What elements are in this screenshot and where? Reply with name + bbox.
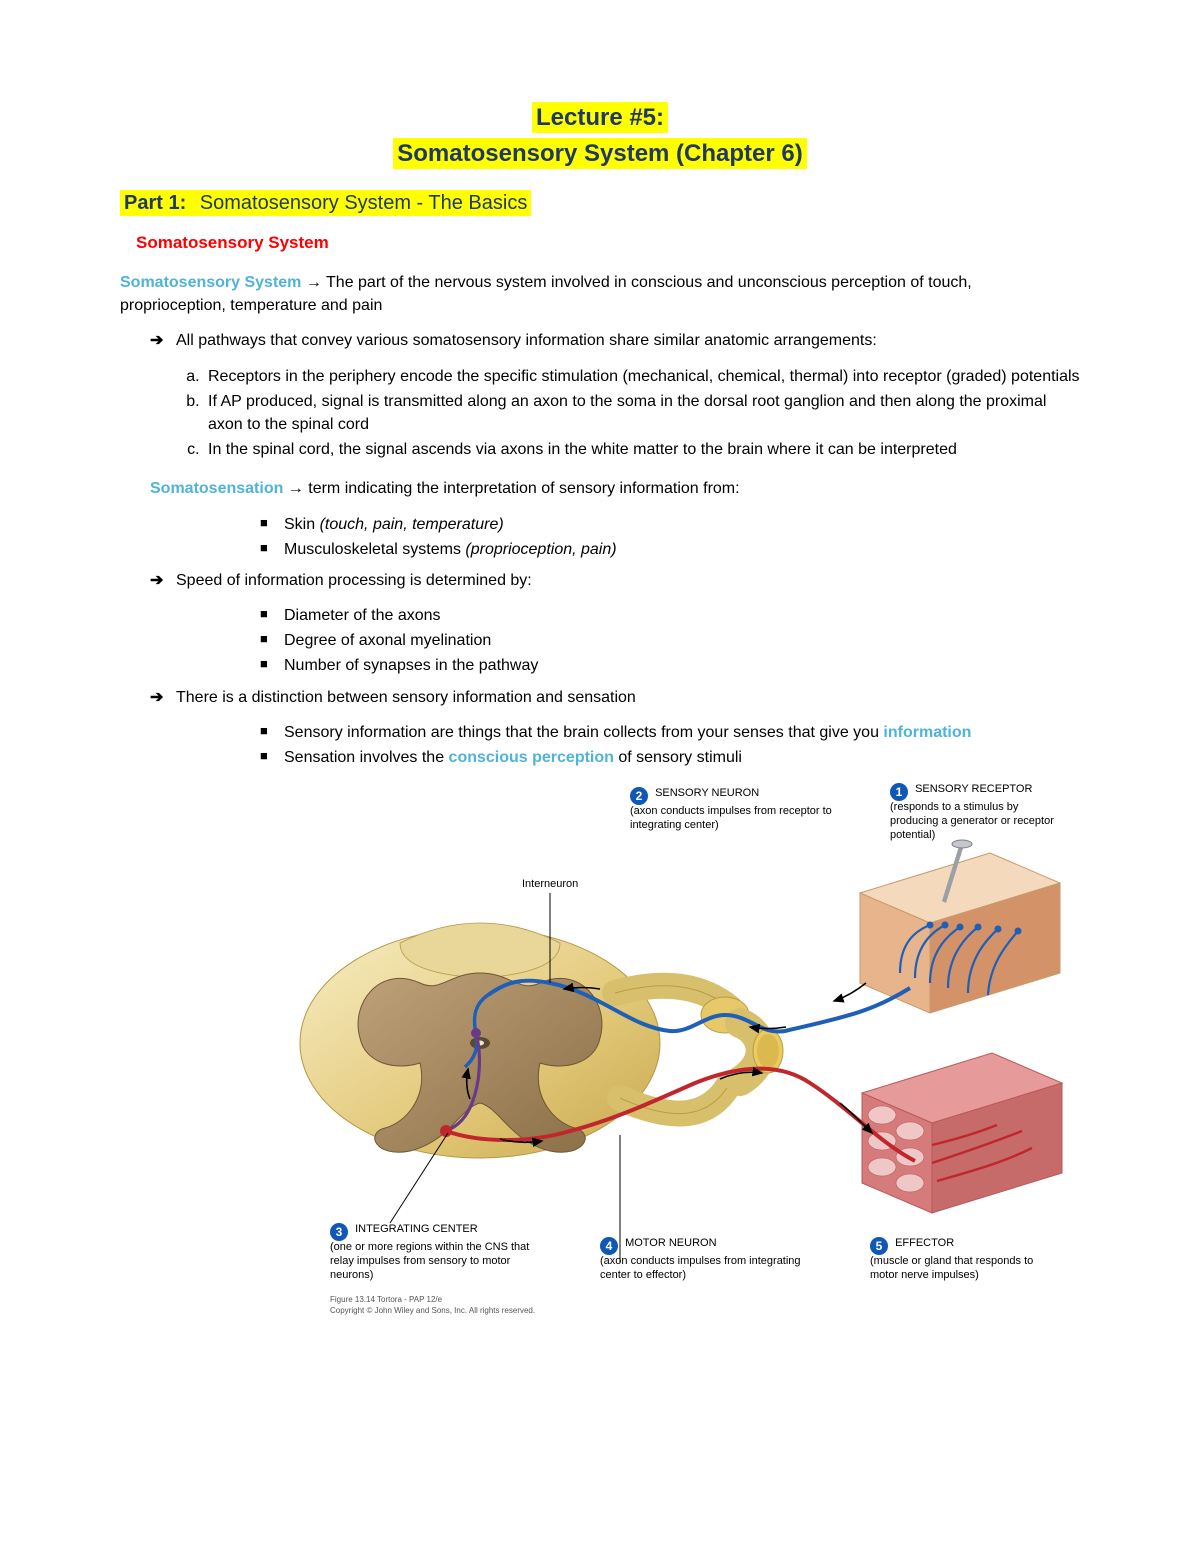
sq2-a: Diameter of the axons — [260, 604, 1080, 627]
sq3-a: Sensory information are things that the … — [260, 721, 1080, 744]
sq1-a-pre: Skin — [284, 516, 320, 533]
spinal-cord — [300, 923, 783, 1158]
lecture-title-line1: Lecture #5: — [532, 102, 668, 133]
figure-caption: Figure 13.14 Tortora - PAP 12/e Copyrigh… — [330, 1295, 535, 1316]
label-2-desc: (axon conducts impulses from receptor to… — [630, 805, 832, 831]
arrow-list-1: All pathways that convey various somatos… — [120, 329, 1080, 352]
definition-1: Somatosensory System → The part of the n… — [120, 271, 1080, 317]
skin-block — [860, 840, 1060, 1013]
label-4-title: MOTOR NEURON — [625, 1237, 716, 1249]
square-list-3: Sensory information are things that the … — [120, 721, 1080, 769]
sq3-a-em: information — [883, 724, 971, 741]
definition-2: Somatosensation → term indicating the in… — [150, 477, 1080, 500]
alpha-b: If AP produced, signal is transmitted al… — [204, 390, 1080, 436]
num-2: 2 — [630, 787, 648, 805]
muscle-block — [862, 1053, 1062, 1213]
label-interneuron: Interneuron — [522, 878, 578, 890]
num-1: 1 — [890, 783, 908, 801]
sq1-b: Musculoskeletal systems (proprioception,… — [260, 538, 1080, 561]
lecture-title-line2: Somatosensory System (Chapter 6) — [393, 138, 806, 169]
sq2-c: Number of synapses in the pathway — [260, 654, 1080, 677]
sq1-b-pre: Musculoskeletal systems — [284, 541, 465, 558]
sq3-a-pre: Sensory information are things that the … — [284, 724, 883, 741]
label-5-desc: (muscle or gland that responds to motor … — [870, 1255, 1033, 1281]
num-5: 5 — [870, 1237, 888, 1255]
sq2-b: Degree of axonal myelination — [260, 629, 1080, 652]
label-5: 5 EFFECTOR (muscle or gland that respond… — [870, 1237, 1050, 1283]
sq1-b-it: (proprioception, pain) — [465, 541, 616, 558]
label-1: 1 SENSORY RECEPTOR (responds to a stimul… — [890, 783, 1060, 842]
arrow-glyph: → — [301, 274, 326, 291]
sq3-b-pre: Sensation involves the — [284, 749, 449, 766]
label-2: 2 SENSORY NEURON (axon conducts impulses… — [630, 787, 860, 833]
title-block: Lecture #5: Somatosensory System (Chapte… — [120, 100, 1080, 172]
square-list-1: Skin (touch, pain, temperature) Musculos… — [120, 513, 1080, 561]
document-page: Lecture #5: Somatosensory System (Chapte… — [0, 0, 1200, 1363]
section-heading: Somatosensory System — [136, 233, 1080, 253]
arrow-item-3: There is a distinction between sensory i… — [150, 686, 1080, 709]
term-1: Somatosensory System — [120, 274, 301, 291]
label-1-desc: (responds to a stimulus by producing a g… — [890, 801, 1054, 841]
reflex-arc-diagram: 2 SENSORY NEURON (axon conducts impulses… — [250, 783, 1070, 1323]
arrow-item-2: Speed of information processing is deter… — [150, 569, 1080, 592]
arrow-list-2: Speed of information processing is deter… — [120, 569, 1080, 592]
alpha-list: Receptors in the periphery encode the sp… — [120, 365, 1080, 462]
label-3-title: INTEGRATING CENTER — [355, 1223, 478, 1235]
alpha-a: Receptors in the periphery encode the sp… — [204, 365, 1080, 388]
label-3-desc: (one or more regions within the CNS that… — [330, 1241, 529, 1281]
label-4: 4 MOTOR NEURON (axon conducts impulses f… — [600, 1237, 810, 1283]
sq1-a: Skin (touch, pain, temperature) — [260, 513, 1080, 536]
sq3-b-post: of sensory stimuli — [614, 749, 742, 766]
part-title: Part 1: Somatosensory System - The Basic… — [120, 192, 1080, 215]
sq3-b-em: conscious perception — [449, 749, 614, 766]
label-4-desc: (axon conducts impulses from integrating… — [600, 1255, 801, 1281]
square-list-2: Diameter of the axons Degree of axonal m… — [120, 604, 1080, 678]
label-3: 3 INTEGRATING CENTER (one or more region… — [330, 1223, 550, 1282]
body-text: Somatosensory System → The part of the n… — [120, 271, 1080, 769]
num-4: 4 — [600, 1237, 618, 1255]
arrow-item-1: All pathways that convey various somatos… — [150, 329, 1080, 352]
caption-l2: Copyright © John Wiley and Sons, Inc. Al… — [330, 1306, 535, 1315]
arrow-glyph: → — [283, 480, 308, 497]
term-2: Somatosensation — [150, 480, 283, 497]
sq1-a-it: (touch, pain, temperature) — [320, 516, 504, 533]
num-3: 3 — [330, 1223, 348, 1241]
label-5-title: EFFECTOR — [895, 1237, 954, 1249]
def2-body: term indicating the interpretation of se… — [308, 480, 739, 497]
arrow-list-3: There is a distinction between sensory i… — [120, 686, 1080, 709]
part-text: Somatosensory System - The Basics — [190, 190, 531, 216]
part-label: Part 1: — [120, 190, 190, 216]
alpha-c: In the spinal cord, the signal ascends v… — [204, 438, 1080, 461]
caption-l1: Figure 13.14 Tortora - PAP 12/e — [330, 1295, 442, 1304]
label-2-title: SENSORY NEURON — [655, 787, 759, 799]
label-1-title: SENSORY RECEPTOR — [915, 783, 1032, 795]
sq3-b: Sensation involves the conscious percept… — [260, 746, 1080, 769]
